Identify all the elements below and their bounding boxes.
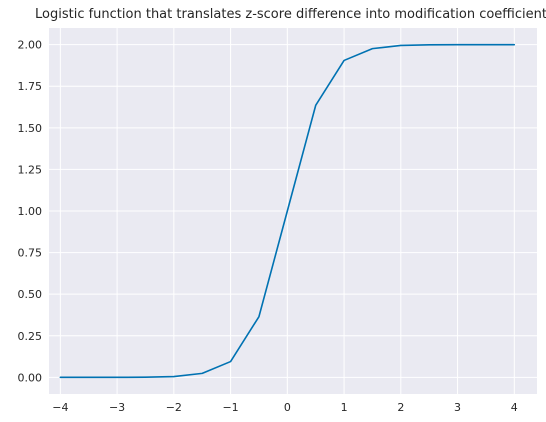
x-tick-label: −1 [222,401,238,414]
x-tick-label: 4 [511,401,518,414]
x-tick-label: −2 [166,401,182,414]
x-tick-label: 1 [341,401,348,414]
y-tick-label: 0.25 [18,330,43,343]
y-tick-label: 1.00 [18,205,43,218]
x-axis: −4 −3 −2 −1 0 1 2 3 4 [52,401,518,414]
y-tick-label: 0.75 [18,247,43,260]
x-tick-label: 3 [454,401,461,414]
series-layer [59,43,516,379]
x-tick-label: −4 [52,401,68,414]
y-tick-label: 1.75 [18,80,43,93]
x-tick-label: 0 [284,401,291,414]
y-tick-label: 1.50 [18,122,43,135]
y-tick-label: 2.00 [18,39,43,52]
x-tick-label: −3 [109,401,125,414]
grid-lines [49,28,537,394]
series-line [59,43,516,379]
y-axis: 0.00 0.25 0.50 0.75 1.00 1.25 1.50 1.75 2.00 [18,39,43,385]
x-tick-label: 2 [397,401,404,414]
y-tick-label: 0.00 [18,371,43,384]
y-tick-label: 1.25 [18,163,43,176]
y-tick-label: 0.50 [18,288,43,301]
chart-title: Logistic function that translates z-scor… [35,7,546,22]
